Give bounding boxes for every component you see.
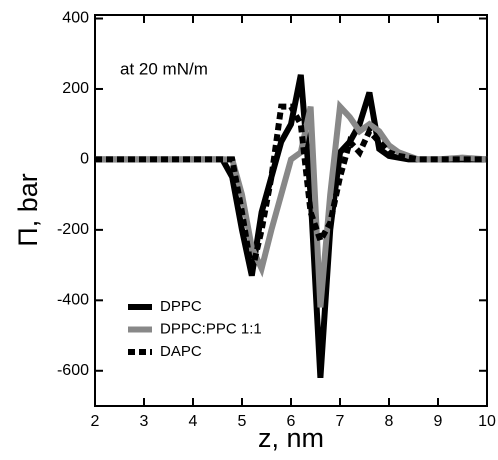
y-axis-title: Π, bar [13, 173, 43, 247]
x-tick-label: 7 [336, 413, 345, 430]
x-tick-label: 6 [287, 413, 296, 430]
series-line [95, 99, 488, 308]
x-tick-label: 10 [478, 413, 496, 430]
series-line [95, 74, 487, 379]
legend-label: DPPC [160, 298, 202, 315]
x-tick-label: 5 [238, 413, 247, 430]
legend-label: DAPC [160, 343, 202, 360]
y-tick-label: -200 [57, 221, 89, 238]
y-tick-label: -400 [57, 292, 89, 309]
annotation: at 20 mN/m [120, 59, 208, 78]
x-tick-label: 2 [91, 413, 100, 430]
y-tick-label: 400 [62, 10, 89, 27]
x-tick-label: 4 [189, 413, 198, 430]
y-tick-label: 0 [80, 151, 89, 168]
y-tick-label: -600 [57, 362, 89, 379]
x-tick-label: 3 [140, 413, 149, 430]
legend-label: DPPC:PPC 1:1 [160, 320, 262, 337]
x-tick-label: 9 [434, 413, 443, 430]
y-tick-label: 200 [62, 80, 89, 97]
x-axis-title: z, nm [258, 423, 324, 453]
series-line [95, 103, 487, 273]
x-tick-label: 8 [385, 413, 394, 430]
